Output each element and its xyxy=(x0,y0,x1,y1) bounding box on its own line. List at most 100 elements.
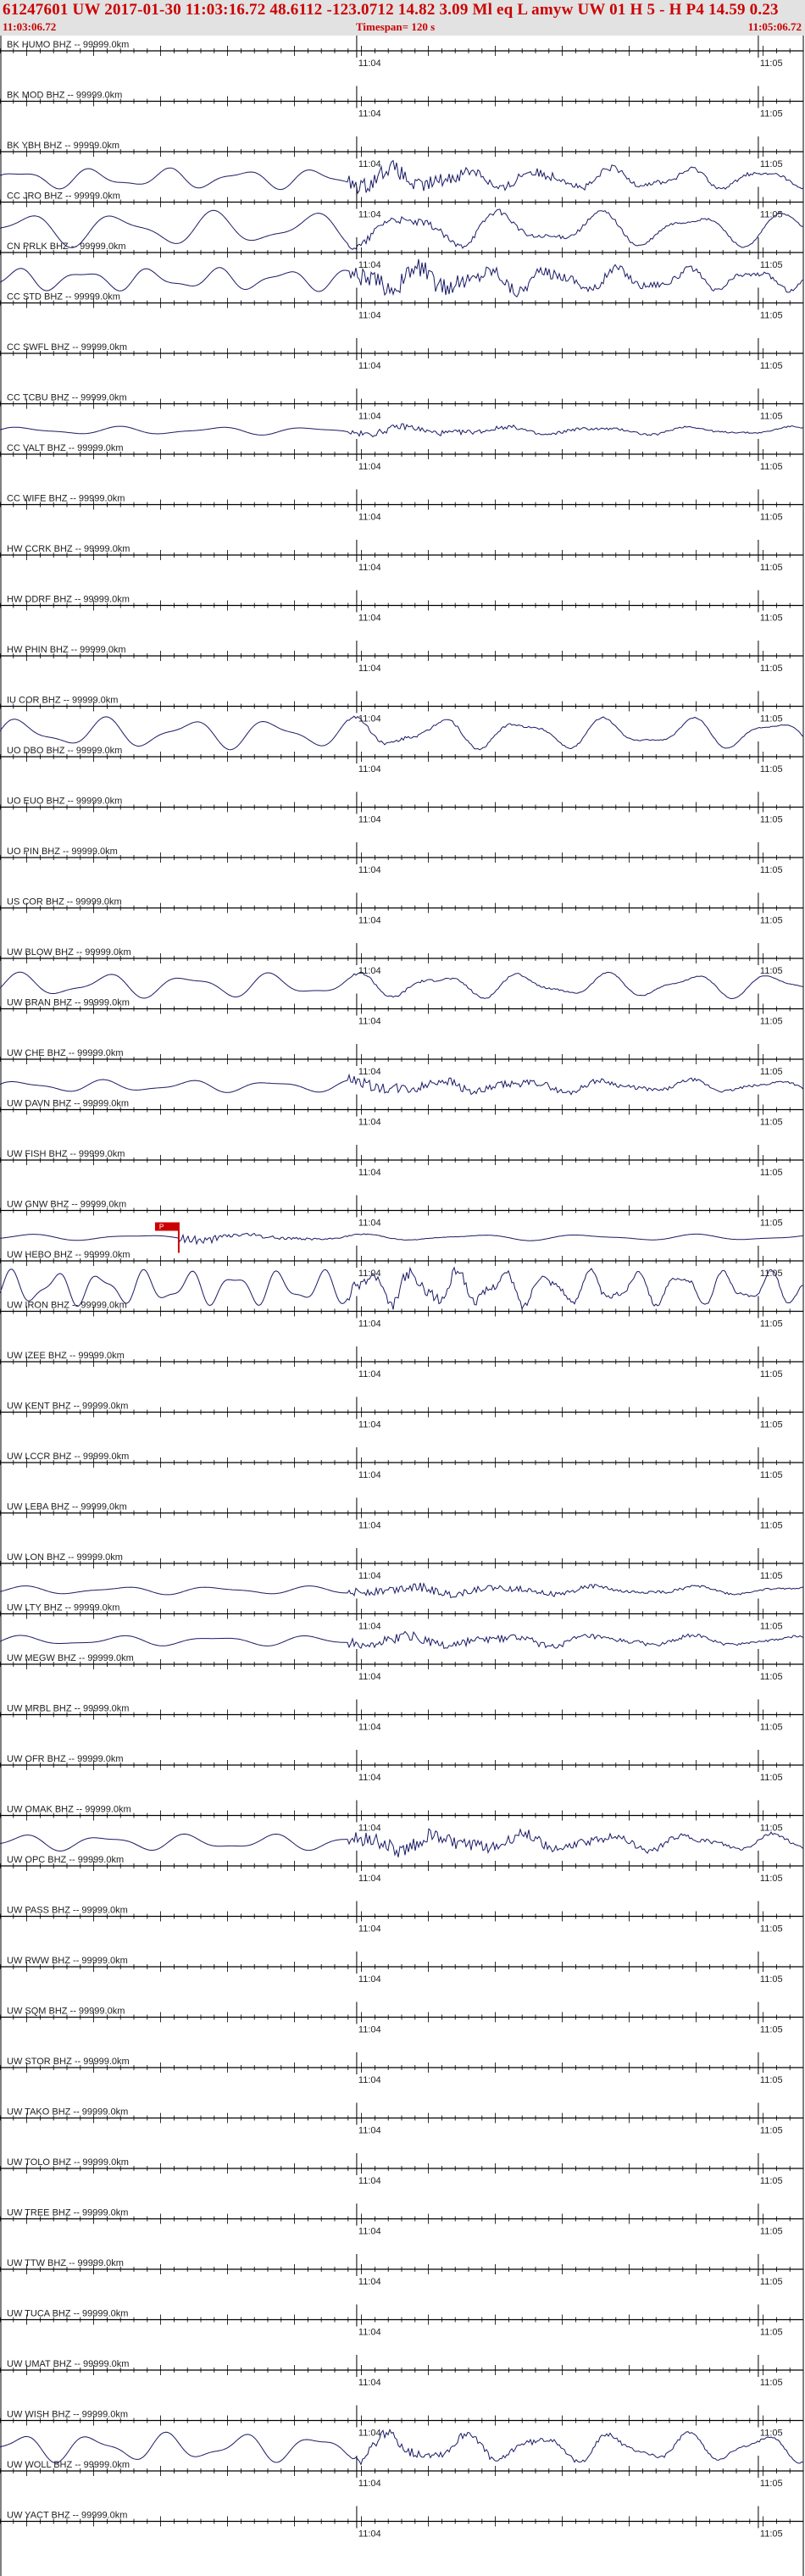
waveform-trace xyxy=(0,1630,804,1649)
minute-tick-label: 11:05 xyxy=(760,361,783,371)
station-row: 11:04 11:05 UW STOR BHZ -- 99999.0km xyxy=(0,2052,804,2085)
minute-tick-label: 11:04 xyxy=(358,1319,381,1330)
minute-tick-label: 11:05 xyxy=(760,1824,783,1834)
axis-ticks xyxy=(0,197,804,208)
station-label: UW STOR BHZ -- 99999.0km xyxy=(7,2057,130,2067)
minute-tick-label: 11:04 xyxy=(358,1723,381,1733)
minute-tick-label: 11:04 xyxy=(358,1470,381,1480)
axis-ticks xyxy=(0,2213,804,2224)
minute-tick-label: 11:05 xyxy=(760,1269,783,1279)
axis-ticks xyxy=(0,600,804,611)
station-row: 11:04 11:05 CC STD BHZ -- 99999.0km xyxy=(0,287,804,321)
axis-ticks xyxy=(0,1659,804,1669)
minute-tick-label: 11:04 xyxy=(358,311,381,321)
station-row: 11:04 11:05 UO DBO BHZ -- 99999.0km xyxy=(0,741,804,774)
station-row: 11:04 11:05 UW OMAK BHZ -- 99999.0km xyxy=(0,1800,804,1857)
minute-tick-label: 11:05 xyxy=(760,210,783,220)
minute-tick-label: 11:05 xyxy=(760,613,783,624)
minute-tick-label: 11:05 xyxy=(760,2227,783,2237)
minute-tick-label: 11:05 xyxy=(760,311,783,321)
axis-ticks xyxy=(0,2112,804,2124)
station-label: IU COR BHZ -- 99999.0km xyxy=(7,696,118,706)
station-label: US COR BHZ -- 99999.0km xyxy=(7,897,122,908)
axis-ticks xyxy=(0,1861,804,1871)
station-label: UW CHE BHZ -- 99999.0km xyxy=(7,1048,124,1058)
axis-ticks xyxy=(0,701,804,712)
minute-tick-label: 11:05 xyxy=(760,764,783,774)
station-label: UW TREE BHZ -- 99999.0km xyxy=(7,2208,128,2218)
minute-tick-label: 11:04 xyxy=(358,361,381,371)
minute-tick-label: 11:05 xyxy=(760,58,783,69)
minute-tick-label: 11:04 xyxy=(358,764,381,774)
minute-tick-label: 11:04 xyxy=(358,2025,381,2035)
axis-ticks xyxy=(0,1507,804,1518)
station-label: CC TCBU BHZ -- 99999.0km xyxy=(7,393,127,403)
station-row: 11:04 11:05 UW TAKO BHZ -- 99999.0km xyxy=(0,2102,804,2136)
waveform-trace xyxy=(0,1582,804,1599)
minute-tick-label: 11:05 xyxy=(760,1219,783,1229)
waveform-trace xyxy=(0,159,804,195)
station-label: UO DBO BHZ -- 99999.0km xyxy=(7,746,122,756)
station-label: UW LEBA BHZ -- 99999.0km xyxy=(7,1502,127,1513)
station-row: 11:04 11:05 UW IZEE BHZ -- 99999.0km xyxy=(0,1346,804,1380)
axis-ticks xyxy=(0,247,804,258)
minute-tick-label: 11:04 xyxy=(358,613,381,624)
axis-ticks xyxy=(0,2163,804,2174)
station-row: 11:04 11:05 CN PRLK BHZ -- 99999.0km xyxy=(0,237,804,298)
station-row: 11:04 11:05 HW DDRF BHZ -- 99999.0km xyxy=(0,590,804,624)
axis-ticks xyxy=(0,1760,804,1770)
minute-tick-label: 11:04 xyxy=(358,109,381,119)
axis-ticks xyxy=(0,752,804,762)
station-row: 11:04 11:05 UW RWW BHZ -- 99999.0km xyxy=(0,1951,804,1985)
minute-tick-label: 11:05 xyxy=(760,1571,783,1581)
station-row: 11:04 11:05 UW MRBL BHZ -- 99999.0km xyxy=(0,1699,804,1733)
station-row: 11:04 11:05 UW LON BHZ -- 99999.0km xyxy=(0,1548,804,1599)
pick-flag xyxy=(154,1222,179,1231)
minute-tick-label: 11:05 xyxy=(760,513,783,523)
minute-tick-label: 11:05 xyxy=(760,1369,783,1380)
station-label: CC VALT BHZ -- 99999.0km xyxy=(7,443,124,453)
station-label: UW LCCR BHZ -- 99999.0km xyxy=(7,1452,129,1462)
station-label: UW TUCA BHZ -- 99999.0km xyxy=(7,2309,128,2319)
station-row: 11:04 11:05 BK YBH BHZ -- 99999.0km xyxy=(0,136,804,195)
axis-ticks xyxy=(0,2516,804,2527)
axis-ticks xyxy=(0,1608,804,1619)
minute-tick-label: 11:04 xyxy=(358,1622,381,1632)
minute-tick-label: 11:04 xyxy=(358,815,381,825)
station-row: 11:04 11:05 UW BRAN BHZ -- 99999.0km xyxy=(0,993,804,1027)
axis-ticks xyxy=(0,1155,804,1165)
minute-tick-label: 11:04 xyxy=(358,2429,381,2439)
station-row: 11:04 11:05 UW CHE BHZ -- 99999.0km xyxy=(0,1044,804,1096)
start-time: 11:03:06.72 xyxy=(3,20,57,33)
minute-tick-label: 11:04 xyxy=(358,663,381,674)
station-label: UW WISH BHZ -- 99999.0km xyxy=(7,2410,128,2420)
axis-ticks xyxy=(0,1558,804,1568)
station-row: 11:04 11:05 UW IRON BHZ -- 99999.0km xyxy=(0,1296,804,1330)
station-label: BK HUMO BHZ -- 99999.0km xyxy=(7,40,129,50)
station-label: CC STD BHZ -- 99999.0km xyxy=(7,292,120,303)
station-label: UW LTY BHZ -- 99999.0km xyxy=(7,1603,119,1613)
axis-ticks xyxy=(0,802,804,813)
minute-tick-label: 11:04 xyxy=(358,1874,381,1884)
station-label: UW OFR BHZ -- 99999.0km xyxy=(7,1754,124,1764)
minute-tick-label: 11:04 xyxy=(358,58,381,69)
minute-tick-label: 11:05 xyxy=(760,1118,783,1128)
minute-tick-label: 11:04 xyxy=(358,260,381,270)
minute-tick-label: 11:05 xyxy=(760,1773,783,1783)
axis-ticks xyxy=(0,1407,804,1418)
minute-tick-label: 11:05 xyxy=(760,462,783,472)
station-label: UW GNW BHZ -- 99999.0km xyxy=(7,1200,126,1210)
station-row: 11:04 11:05 UW LEBA BHZ -- 99999.0km xyxy=(0,1497,804,1531)
station-label: UW WOLL BHZ -- 99999.0km xyxy=(7,2460,130,2470)
minute-tick-label: 11:04 xyxy=(358,1924,381,1935)
station-row: 11:04 11:05 UW FISH BHZ -- 99999.0km xyxy=(0,1145,804,1178)
station-row: 11:04 11:05 UW WOLL BHZ -- 99999.0km xyxy=(0,2456,804,2489)
minute-tick-label: 11:04 xyxy=(358,1974,381,1985)
station-label: CC WIFE BHZ -- 99999.0km xyxy=(7,494,125,504)
axis-ticks xyxy=(0,1256,804,1266)
station-label: UW UMAT BHZ -- 99999.0km xyxy=(7,2359,129,2369)
axis-ticks xyxy=(0,1054,804,1064)
station-row: 11:04 11:05 IU COR BHZ -- 99999.0km xyxy=(0,691,804,751)
minute-tick-label: 11:04 xyxy=(358,2529,381,2540)
minute-tick-label: 11:04 xyxy=(358,1369,381,1380)
